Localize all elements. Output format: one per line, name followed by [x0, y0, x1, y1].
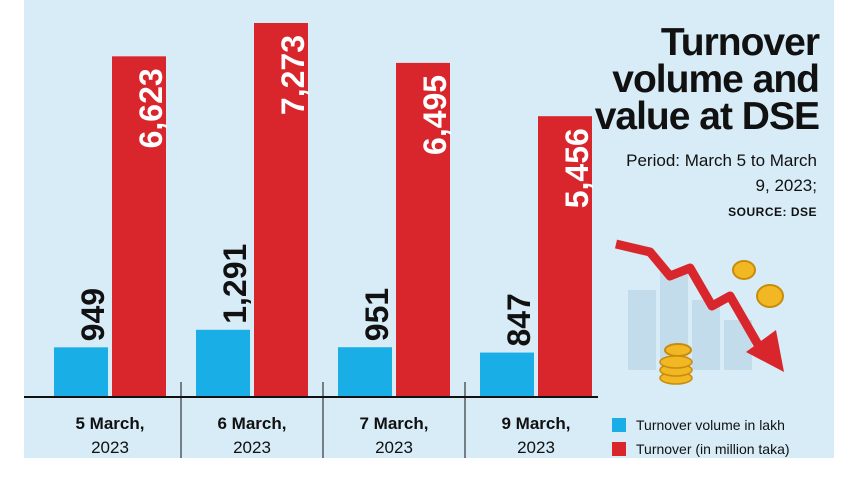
category-label: 7 March, 2023: [324, 412, 464, 460]
category-label: 9 March, 2023: [466, 412, 606, 460]
category-label-date: 7 March,: [359, 414, 429, 433]
data-label-volume: 949: [75, 288, 111, 341]
category-label-year: 2023: [91, 438, 129, 457]
category-label-year: 2023: [375, 438, 413, 457]
data-label-value: 6,495: [417, 75, 453, 155]
data-label-volume: 1,291: [217, 244, 253, 324]
chart-subtitle: Period: March 5 to March 9, 2023;: [626, 151, 817, 195]
legend: Turnover volume in lakh Turnover (in mil…: [612, 413, 790, 461]
category-label-year: 2023: [517, 438, 555, 457]
bar-value: [112, 56, 166, 396]
data-label-volume: 951: [359, 288, 395, 341]
bar-value: [538, 116, 592, 397]
decline-arrow-illustration: [614, 239, 784, 385]
category-label-date: 5 March,: [75, 414, 145, 433]
category-label-year: 2023: [233, 438, 271, 457]
bar-volume: [480, 352, 534, 396]
legend-label-value: Turnover (in million taka): [636, 441, 790, 457]
chart-source: SOURCE: DSE: [728, 205, 817, 219]
bar-volume: [54, 347, 108, 396]
data-label-value: 5,456: [559, 128, 595, 208]
legend-label-volume: Turnover volume in lakh: [636, 417, 785, 433]
category-label: 6 March, 2023: [182, 412, 322, 460]
legend-swatch-value: [612, 442, 626, 456]
category-label: 5 March, 2023: [40, 412, 180, 460]
legend-item-value: Turnover (in million taka): [612, 437, 790, 461]
legend-swatch-volume: [612, 418, 626, 432]
chart-title: Turnover volume and value at DSE: [594, 21, 820, 138]
data-label-value: 6,623: [133, 68, 169, 148]
legend-item-volume: Turnover volume in lakh: [612, 413, 790, 437]
bar-value: [396, 62, 450, 396]
category-label-date: 9 March,: [501, 414, 571, 433]
bar-volume: [338, 347, 392, 396]
data-label-value: 7,273: [275, 35, 311, 115]
bar-value: [254, 23, 308, 396]
category-label-date: 6 March,: [217, 414, 287, 433]
data-label-volume: 847: [501, 293, 537, 346]
bar-volume: [196, 329, 250, 396]
